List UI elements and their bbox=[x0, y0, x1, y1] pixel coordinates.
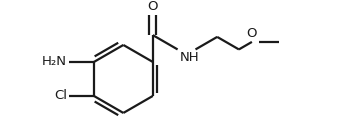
Text: O: O bbox=[247, 27, 257, 40]
Text: Cl: Cl bbox=[54, 89, 67, 102]
Text: H₂N: H₂N bbox=[42, 55, 67, 68]
Text: NH: NH bbox=[179, 51, 199, 64]
Text: O: O bbox=[148, 0, 158, 13]
